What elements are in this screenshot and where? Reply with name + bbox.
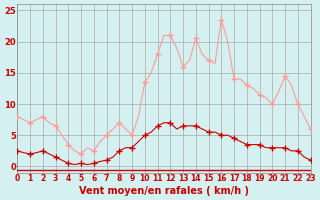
X-axis label: Vent moyen/en rafales ( km/h ): Vent moyen/en rafales ( km/h ) [79, 186, 249, 196]
